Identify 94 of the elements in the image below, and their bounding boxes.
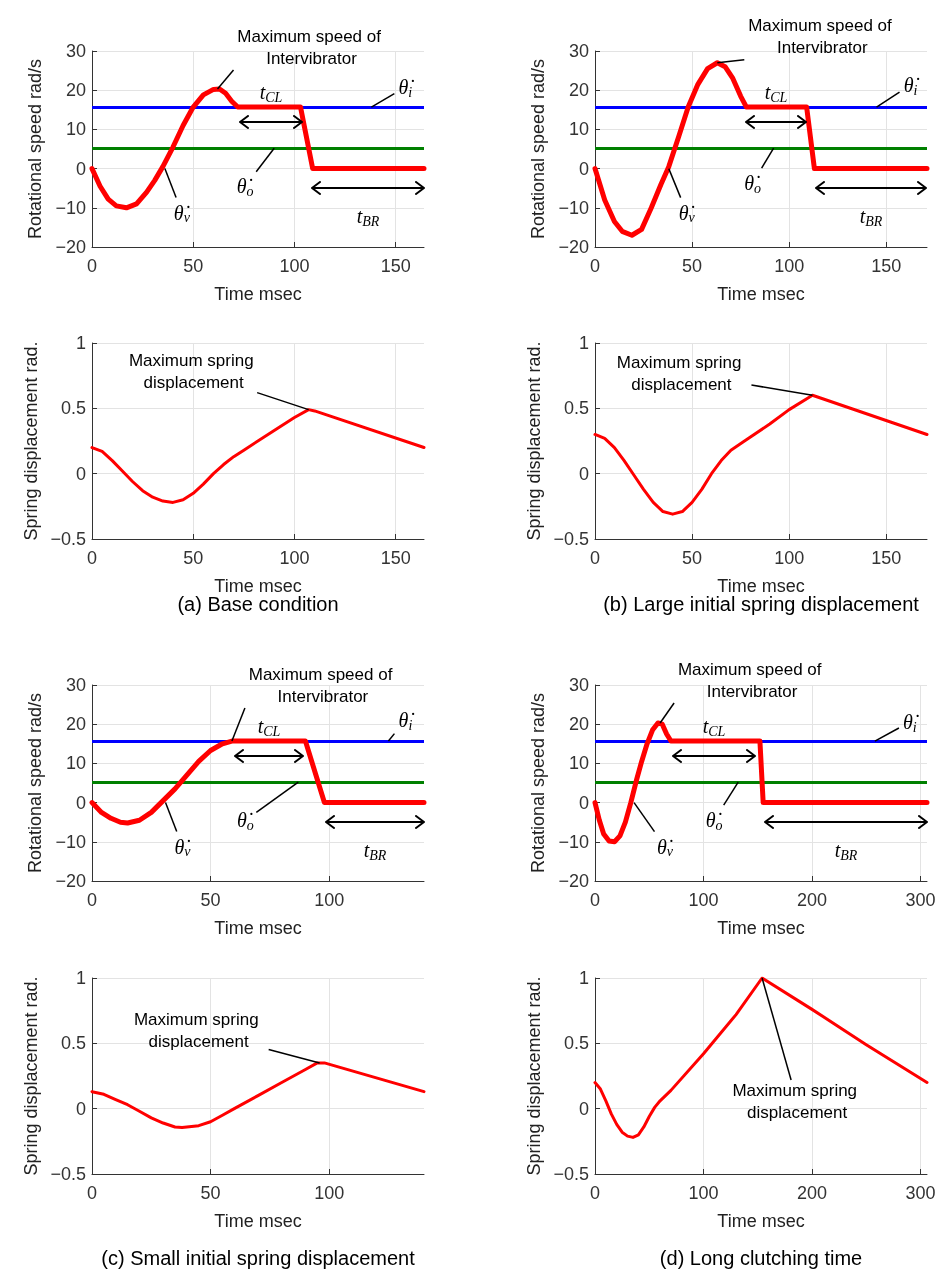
- y-tick-label: −10: [558, 831, 589, 852]
- line-series: [593, 976, 929, 1139]
- x-tick-label: 100: [688, 890, 719, 910]
- y-tick-label: −20: [558, 871, 589, 891]
- x-tick-label: 50: [183, 256, 204, 276]
- y-tick-label: 20: [65, 714, 86, 735]
- x-tick-label: 50: [200, 890, 221, 910]
- x-tick-label: 50: [682, 256, 703, 276]
- y-axis-title: Rotational speed rad/s: [528, 58, 548, 240]
- line-series: [593, 393, 929, 516]
- x-tick-label: 150: [871, 256, 902, 276]
- y-tick-label: 1: [578, 968, 589, 988]
- y-tick-label: 10: [65, 753, 86, 774]
- y-axis-title: Rotational speed rad/s: [528, 692, 548, 874]
- x-axis-title: Time msec: [717, 918, 805, 938]
- x-tick-label: 100: [314, 1183, 345, 1203]
- x-axis-title: Time msec: [717, 576, 805, 596]
- x-tick-label: 150: [380, 256, 411, 276]
- y-axis-title: Spring displacement rad.: [20, 341, 41, 541]
- annotation: Maximum spring displacement: [133, 1010, 264, 1052]
- y-tick-label: 10: [65, 119, 86, 140]
- y-tick-label: 0: [578, 792, 589, 813]
- y-tick-label: 0: [578, 158, 589, 179]
- y-tick-label: −20: [558, 237, 589, 257]
- y-tick-label: 20: [568, 714, 589, 735]
- y-tick-label: −10: [558, 197, 589, 218]
- y-tick-label: 30: [568, 675, 589, 695]
- text: (b) Large initial spring displacement: [603, 593, 920, 615]
- x-tick-label: 150: [871, 548, 902, 568]
- y-tick-label: 0.5: [563, 398, 589, 419]
- x-tick-label: 50: [200, 1183, 221, 1203]
- y-tick-label: 0: [578, 1098, 589, 1119]
- y-tick-label: −0.5: [50, 1164, 86, 1184]
- line-series: [90, 1061, 426, 1130]
- x-tick-label: 50: [183, 548, 204, 568]
- x-tick-label: 100: [688, 1183, 719, 1203]
- x-tick-label: 300: [905, 1183, 936, 1203]
- x-tick-label: 150: [380, 548, 411, 568]
- x-tick-label: 200: [796, 890, 828, 910]
- y-tick-label: 0.5: [60, 1033, 86, 1054]
- annotation: Maximum speed of Intervibrator: [748, 16, 897, 58]
- x-tick-label: 50: [682, 548, 703, 568]
- y-tick-label: −20: [55, 871, 86, 891]
- y-axis-title: Rotational speed rad/s: [25, 692, 45, 874]
- y-tick-label: 30: [65, 41, 86, 61]
- y-axis-title: Spring displacement rad.: [20, 976, 41, 1176]
- annotation: Maximum spring displacement: [128, 351, 259, 393]
- x-tick-label: 200: [796, 1183, 828, 1203]
- y-tick-label: −0.5: [553, 529, 589, 549]
- x-tick-label: 100: [279, 256, 310, 276]
- annotation: Maximum spring displacement: [616, 352, 747, 394]
- y-tick-label: 1: [75, 333, 86, 353]
- y-axis-title: Spring displacement rad.: [523, 341, 544, 541]
- y-tick-label: 0: [578, 463, 589, 484]
- y-tick-label: −20: [55, 237, 86, 257]
- text: (a) Base condition: [177, 593, 339, 615]
- y-tick-label: 1: [578, 333, 589, 353]
- y-tick-label: 0: [75, 158, 86, 179]
- y-tick-label: 10: [568, 753, 589, 774]
- x-tick-label: 100: [774, 256, 805, 276]
- y-tick-label: −10: [55, 831, 86, 852]
- x-axis-title: Time msec: [717, 1211, 805, 1231]
- y-tick-label: 0.5: [60, 398, 86, 419]
- x-axis-title: Time msec: [214, 284, 302, 304]
- x-axis-title: Time msec: [214, 576, 302, 596]
- text: (d) Long clutching time: [659, 1247, 863, 1269]
- x-axis-title: Time msec: [717, 284, 805, 304]
- y-tick-label: −0.5: [50, 529, 86, 549]
- annotation: Maximum speed of Intervibrator: [237, 26, 386, 68]
- annotation: Maximum speed of Intervibrator: [248, 664, 398, 706]
- y-tick-label: 30: [568, 41, 589, 61]
- y-tick-label: 0: [75, 463, 86, 484]
- x-axis-title: Time msec: [214, 918, 302, 938]
- y-tick-label: 1: [75, 968, 86, 988]
- text: (c) Small initial spring displacement: [101, 1247, 416, 1269]
- line-series: [90, 408, 426, 504]
- y-tick-label: −10: [55, 197, 86, 218]
- y-tick-label: 0: [75, 792, 86, 813]
- y-tick-label: 10: [568, 119, 589, 140]
- annotation: Maximum speed of Intervibrator: [677, 659, 827, 701]
- y-axis-title: Rotational speed rad/s: [25, 58, 45, 240]
- y-tick-label: 20: [568, 80, 589, 101]
- x-tick-label: 100: [314, 890, 345, 910]
- x-tick-label: 100: [279, 548, 310, 568]
- y-tick-label: 30: [65, 675, 86, 695]
- y-axis-title: Spring displacement rad.: [523, 976, 544, 1176]
- y-tick-label: 0: [75, 1098, 86, 1119]
- x-tick-label: 300: [905, 890, 936, 910]
- y-tick-label: 0.5: [563, 1033, 589, 1054]
- x-axis-title: Time msec: [214, 1211, 302, 1231]
- annotation: Maximum spring displacement: [732, 1080, 862, 1122]
- y-tick-label: −0.5: [553, 1164, 589, 1184]
- y-tick-label: 20: [65, 80, 86, 101]
- x-tick-label: 100: [774, 548, 805, 568]
